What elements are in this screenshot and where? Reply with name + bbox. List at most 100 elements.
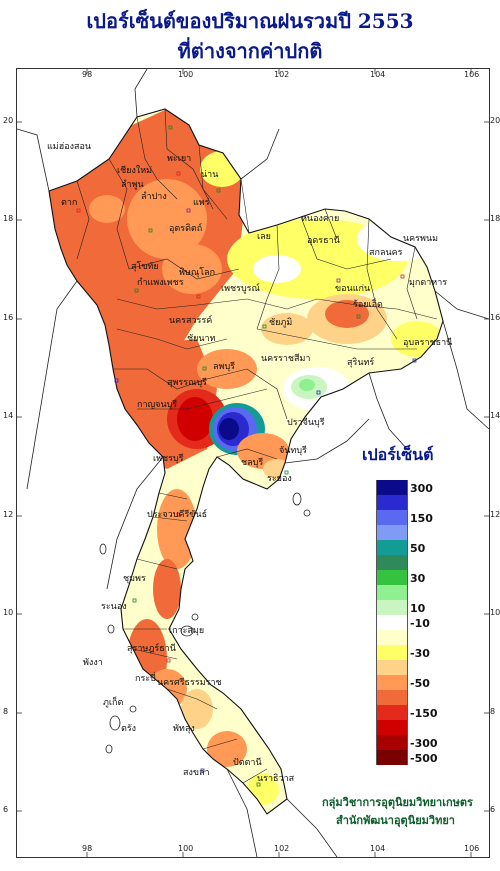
legend-swatch [376, 480, 408, 495]
legend-label: -10 [410, 617, 430, 630]
label-suphanburi: สุพรรณบุรี [167, 377, 207, 388]
lon-tick-bottom-104: 104 [370, 844, 386, 853]
lon-tick-top-98: 98 [82, 70, 93, 79]
lat-tick-left-12: 12 [3, 510, 14, 519]
label-rayong: ระยอง [267, 474, 292, 484]
lon-tick-top-104: 104 [370, 70, 386, 79]
label-phatthalung: พัทลุง [173, 724, 195, 734]
label-phangnga: พังงา [83, 658, 103, 668]
label-chanthaburi: จันทบุรี [279, 445, 307, 456]
legend-label: 300 [410, 482, 433, 495]
lat-tick-left-14: 14 [3, 411, 14, 420]
label-chiangmai: เชียงใหม่ [117, 165, 152, 176]
legend-swatch [376, 570, 408, 585]
label-sukhothai: สุโขทัย [131, 261, 159, 272]
lat-tick-right-8: 8 [490, 707, 496, 716]
legend-swatch [376, 690, 408, 705]
lat-tick-right-16: 16 [490, 313, 500, 322]
label-loei: เลย [257, 232, 271, 242]
label-trang: ตรัง [121, 724, 136, 734]
lat-tick-right-18: 18 [490, 214, 500, 223]
lon-tick-bottom-100: 100 [178, 844, 194, 853]
label-kamphaengphet: กำแพงเพชร [137, 277, 184, 288]
label-lopburi: ลพบุรี [213, 361, 235, 372]
legend-swatch [376, 705, 408, 720]
legend-title: เปอร์เซ็นต์ [362, 445, 434, 464]
label-nakhonsawan: นครสวรรค์ [169, 314, 212, 326]
label-khonkaen: ขอนแก่น [335, 284, 370, 294]
legend-label: -30 [410, 647, 430, 660]
lon-tick-bottom-106: 106 [464, 844, 480, 853]
legend-label: 30 [410, 572, 426, 585]
label-lamphun: ลำพูน [121, 179, 144, 190]
legend-label: 50 [410, 542, 426, 555]
lat-tick-left-6: 6 [3, 805, 9, 814]
label-roiet: ร้อยเอ็ด [353, 297, 383, 310]
label-pattani: ปัตตานี [233, 757, 262, 768]
lat-tick-left-18: 18 [3, 214, 14, 223]
legend-swatch [376, 720, 408, 735]
label-lampang: ลำปาง [141, 191, 167, 202]
credit-line1: กลุ่มวิชาการอุตุนิยมวิทยาเกษตร [322, 796, 473, 809]
label-phetchaburi: เพชรบุรี [153, 453, 184, 464]
legend-label: 150 [410, 512, 433, 525]
legend-label: -150 [410, 707, 438, 720]
legend-swatch [376, 615, 408, 630]
label-phitsanulok: พิษณุโลก [179, 267, 215, 278]
label-phetchabun: เพชรบูรณ์ [221, 282, 260, 294]
label-suratthani: สุราษฎร์ธานี [127, 642, 176, 654]
label-nakhonratchasima: นครราชสีมา [261, 353, 310, 364]
legend-swatch [376, 600, 408, 615]
label-chumphon: ชุมพร [123, 574, 146, 584]
label-prachuap: ประจวบคีรีขันธ์ [147, 508, 207, 520]
grid-ticks [17, 69, 489, 857]
label-nongkhai: หนองคาย [301, 214, 339, 224]
credit-line2: สำนักพัฒนาอุตุนิยมวิทยา [336, 814, 455, 827]
label-narathiwat: นราธิวาส [257, 773, 295, 784]
lat-tick-left-10: 10 [3, 608, 14, 617]
label-kosamui: เกาะสมุย [169, 626, 204, 636]
label-tak: ตาก [61, 198, 77, 208]
lon-tick-bottom-98: 98 [82, 844, 93, 853]
map-title-line2: ที่ต่างจากค่าปกติ [177, 39, 323, 63]
province-borders [76, 108, 438, 784]
lon-tick-top-102: 102 [274, 70, 290, 79]
station-markers [76, 125, 417, 787]
legend-swatch [376, 735, 408, 750]
legend-swatch [376, 525, 408, 540]
legend-swatch [376, 630, 408, 645]
legend-label: -50 [410, 677, 430, 690]
lat-tick-right-10: 10 [490, 608, 500, 617]
lat-tick-right-6: 6 [490, 805, 496, 814]
neighbour-borders [17, 69, 489, 857]
legend-label: -300 [410, 737, 438, 750]
label-ranong: ระนอง [101, 602, 127, 612]
legend-swatch [376, 660, 408, 675]
legend-swatch [376, 510, 408, 525]
legend-label: 10 [410, 602, 426, 615]
label-phrae: แพร่ [193, 198, 210, 208]
legend-swatch [376, 555, 408, 570]
legend-swatch [376, 495, 408, 510]
label-maehongson: แม่ฮ่องสอน [47, 142, 91, 152]
label-chainat: ชัยนาท [187, 334, 216, 344]
label-phuket: ภูเก็ต [103, 695, 123, 708]
province-labels: แม่ฮ่องสอน เชียงใหม่ ลำพูน พะเยา น่าน ลำ… [47, 142, 452, 784]
legend-swatch [376, 675, 408, 690]
islands [99, 492, 311, 754]
map-title-line1: เปอร์เซ็นต์ของปริมาณฝนรวมปี 2553 [86, 9, 414, 33]
lat-tick-right-12: 12 [490, 510, 500, 519]
legend-swatch [376, 585, 408, 600]
label-krabi: กระบี่ [135, 671, 156, 684]
label-prachinburi: ปราจีนบุรี [287, 417, 325, 428]
lat-tick-right-14: 14 [490, 411, 500, 420]
legend-label: -500 [410, 752, 438, 765]
label-ubon: อุบลราชธานี [403, 337, 452, 348]
legend-swatch [376, 750, 408, 765]
legend-swatch [376, 540, 408, 555]
label-songkhla: สงขลา [183, 768, 210, 778]
lon-tick-bottom-102: 102 [274, 844, 290, 853]
legend-swatch [376, 645, 408, 660]
label-udonthani: อุดรธานี [307, 235, 340, 246]
label-mukdahan: มุกดาหาร [409, 278, 447, 288]
